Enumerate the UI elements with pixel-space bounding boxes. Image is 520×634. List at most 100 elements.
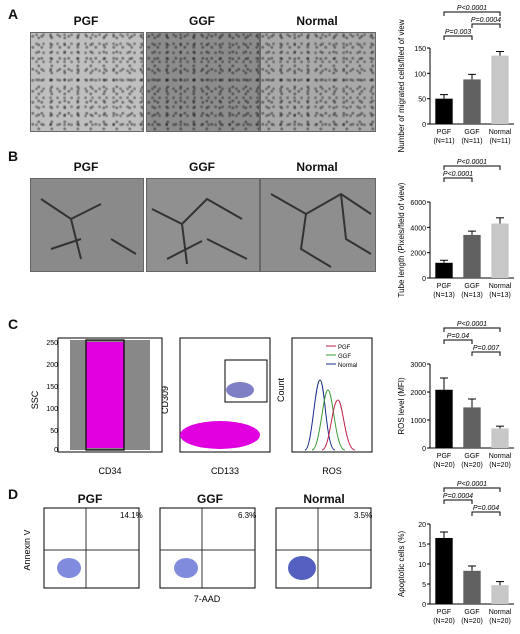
y-tick-label: 4000 (410, 225, 426, 232)
flow1-frame (57, 337, 163, 453)
bar (491, 223, 509, 278)
y-tick-label: 20 (418, 522, 426, 529)
bar (435, 389, 453, 448)
category-label: PGF (437, 283, 451, 290)
annexin-cells-ggf (174, 558, 198, 578)
annexin-ylabel: Annexin V (24, 529, 32, 570)
header-b-pgf: PGF (73, 160, 99, 174)
p-value-label: P<0.0001 (457, 321, 487, 328)
flow1-ytick: 50 (50, 428, 58, 435)
bar (435, 538, 453, 604)
y-tick-label: 2000 (410, 390, 426, 397)
category-label: (N=20) (433, 462, 455, 469)
header-d-ggf: GGF (197, 492, 223, 506)
tube-photo-pgf (30, 178, 144, 272)
panel-letter-d: D (8, 486, 19, 502)
category-label: (N=20) (461, 462, 483, 469)
y-tick-label: 6000 (410, 200, 426, 207)
y-axis-label: Tube length (Pixels/field of view) (397, 182, 406, 297)
significance-bracket (443, 327, 501, 332)
significance-bracket (443, 165, 501, 170)
flow3-curve-ggf (311, 389, 346, 451)
significance-bracket (471, 351, 501, 356)
y-axis-label: Number of migrated cells/filed of view (397, 19, 406, 152)
category-label: (N=13) (433, 292, 455, 299)
flow2-gate (224, 359, 268, 403)
header-b-ggf: GGF (189, 160, 215, 174)
p-value-label: P=0.0004 (443, 493, 473, 500)
y-tick-label: 50 (418, 97, 426, 104)
category-label: PGF (437, 609, 451, 616)
flow3-curve-pgf (321, 399, 356, 451)
significance-bracket (443, 487, 501, 492)
bar (491, 585, 509, 604)
flow3-xlabel: ROS (322, 466, 342, 476)
annexin-cells-pgf (57, 558, 81, 578)
header-b-normal: Normal (296, 160, 338, 174)
flow3-legend-normal: Normal (338, 363, 357, 369)
bar (491, 428, 509, 448)
annexin-cells-normal (288, 556, 316, 580)
bar (491, 55, 509, 124)
flow1-ytick: 100 (46, 406, 58, 413)
p-value-label: P<0.0001 (457, 5, 487, 12)
migration-photo-ggf (146, 32, 260, 132)
flow3-curve-normal (304, 379, 336, 451)
category-label: (N=13) (461, 292, 483, 299)
y-tick-label: 5 (422, 582, 426, 589)
bar-chart-migration: 0 50 100 150 Number of migrated cells/filed … (397, 5, 514, 152)
flow3-legend-pgf: PGF (338, 345, 351, 351)
flow1-ytick: 200 (46, 362, 58, 369)
y-tick-label: 3000 (410, 362, 426, 369)
category-label: PGF (437, 453, 451, 460)
bar-chart-apoptosis: 0 5 10 15 20 Apoptotic cells (%) PGF (N=20) GGF (… (397, 481, 514, 625)
bar (463, 407, 481, 448)
annexin-frame-pgf (43, 507, 140, 589)
flow2-xlabel: CD133 (211, 466, 239, 476)
flow2-ylabel: CD309 (160, 386, 170, 414)
category-label: Normal (489, 609, 512, 616)
y-tick-label: 15 (418, 542, 426, 549)
bar (435, 262, 453, 278)
tube-photo-normal (260, 178, 376, 272)
bar (463, 234, 481, 278)
p-value-label: P=0.04 (447, 333, 469, 340)
category-label: (N=11) (433, 138, 454, 145)
category-label: (N=13) (489, 292, 511, 299)
flow1-ytick: 150 (46, 384, 58, 391)
category-label: (N=20) (461, 618, 483, 625)
annexin-xlabel: 7-AAD (194, 594, 221, 604)
tube-photo-ggf (146, 178, 260, 272)
significance-bracket (443, 177, 473, 182)
significance-bracket (471, 511, 501, 516)
y-tick-label: 2000 (410, 251, 426, 258)
y-tick-label: 0 (422, 446, 426, 453)
flow2-cell-cloud (180, 421, 260, 449)
flow2-positive-cells (226, 382, 254, 398)
flow1-ylabel: SSC (30, 390, 40, 409)
header-a-ggf: GGF (189, 14, 215, 28)
flow1-ytick: 250 (46, 340, 58, 347)
y-tick-label: 150 (414, 46, 426, 53)
y-tick-label: 100 (414, 71, 426, 78)
category-label: (N=20) (489, 618, 511, 625)
flow1-xlabel: CD34 (98, 466, 121, 476)
flow1-gate-cells (86, 342, 124, 448)
y-tick-label: 1000 (410, 418, 426, 425)
annexin-frame-ggf (159, 507, 256, 589)
flow3-legend-ggf: GGF (338, 354, 351, 360)
p-value-label: P<0.0001 (443, 171, 473, 178)
y-axis-label: Apoptotic cells (%) (397, 531, 406, 598)
category-label: (N=20) (489, 462, 511, 469)
panel-letter-a: A (8, 6, 19, 22)
annexin-percent-pgf: 14.1% (120, 511, 143, 520)
flow1-gate (85, 339, 125, 451)
category-label: GGF (464, 129, 479, 136)
category-label: (N=11) (461, 138, 482, 145)
p-value-label: P=0.007 (473, 345, 500, 352)
category-label: Normal (489, 283, 512, 290)
annexin-percent-ggf: 6.3% (238, 511, 256, 520)
y-axis-label: ROS level (MFI) (397, 377, 406, 435)
flow3-frame (291, 337, 373, 453)
p-value-label: P=0.004 (473, 505, 499, 512)
